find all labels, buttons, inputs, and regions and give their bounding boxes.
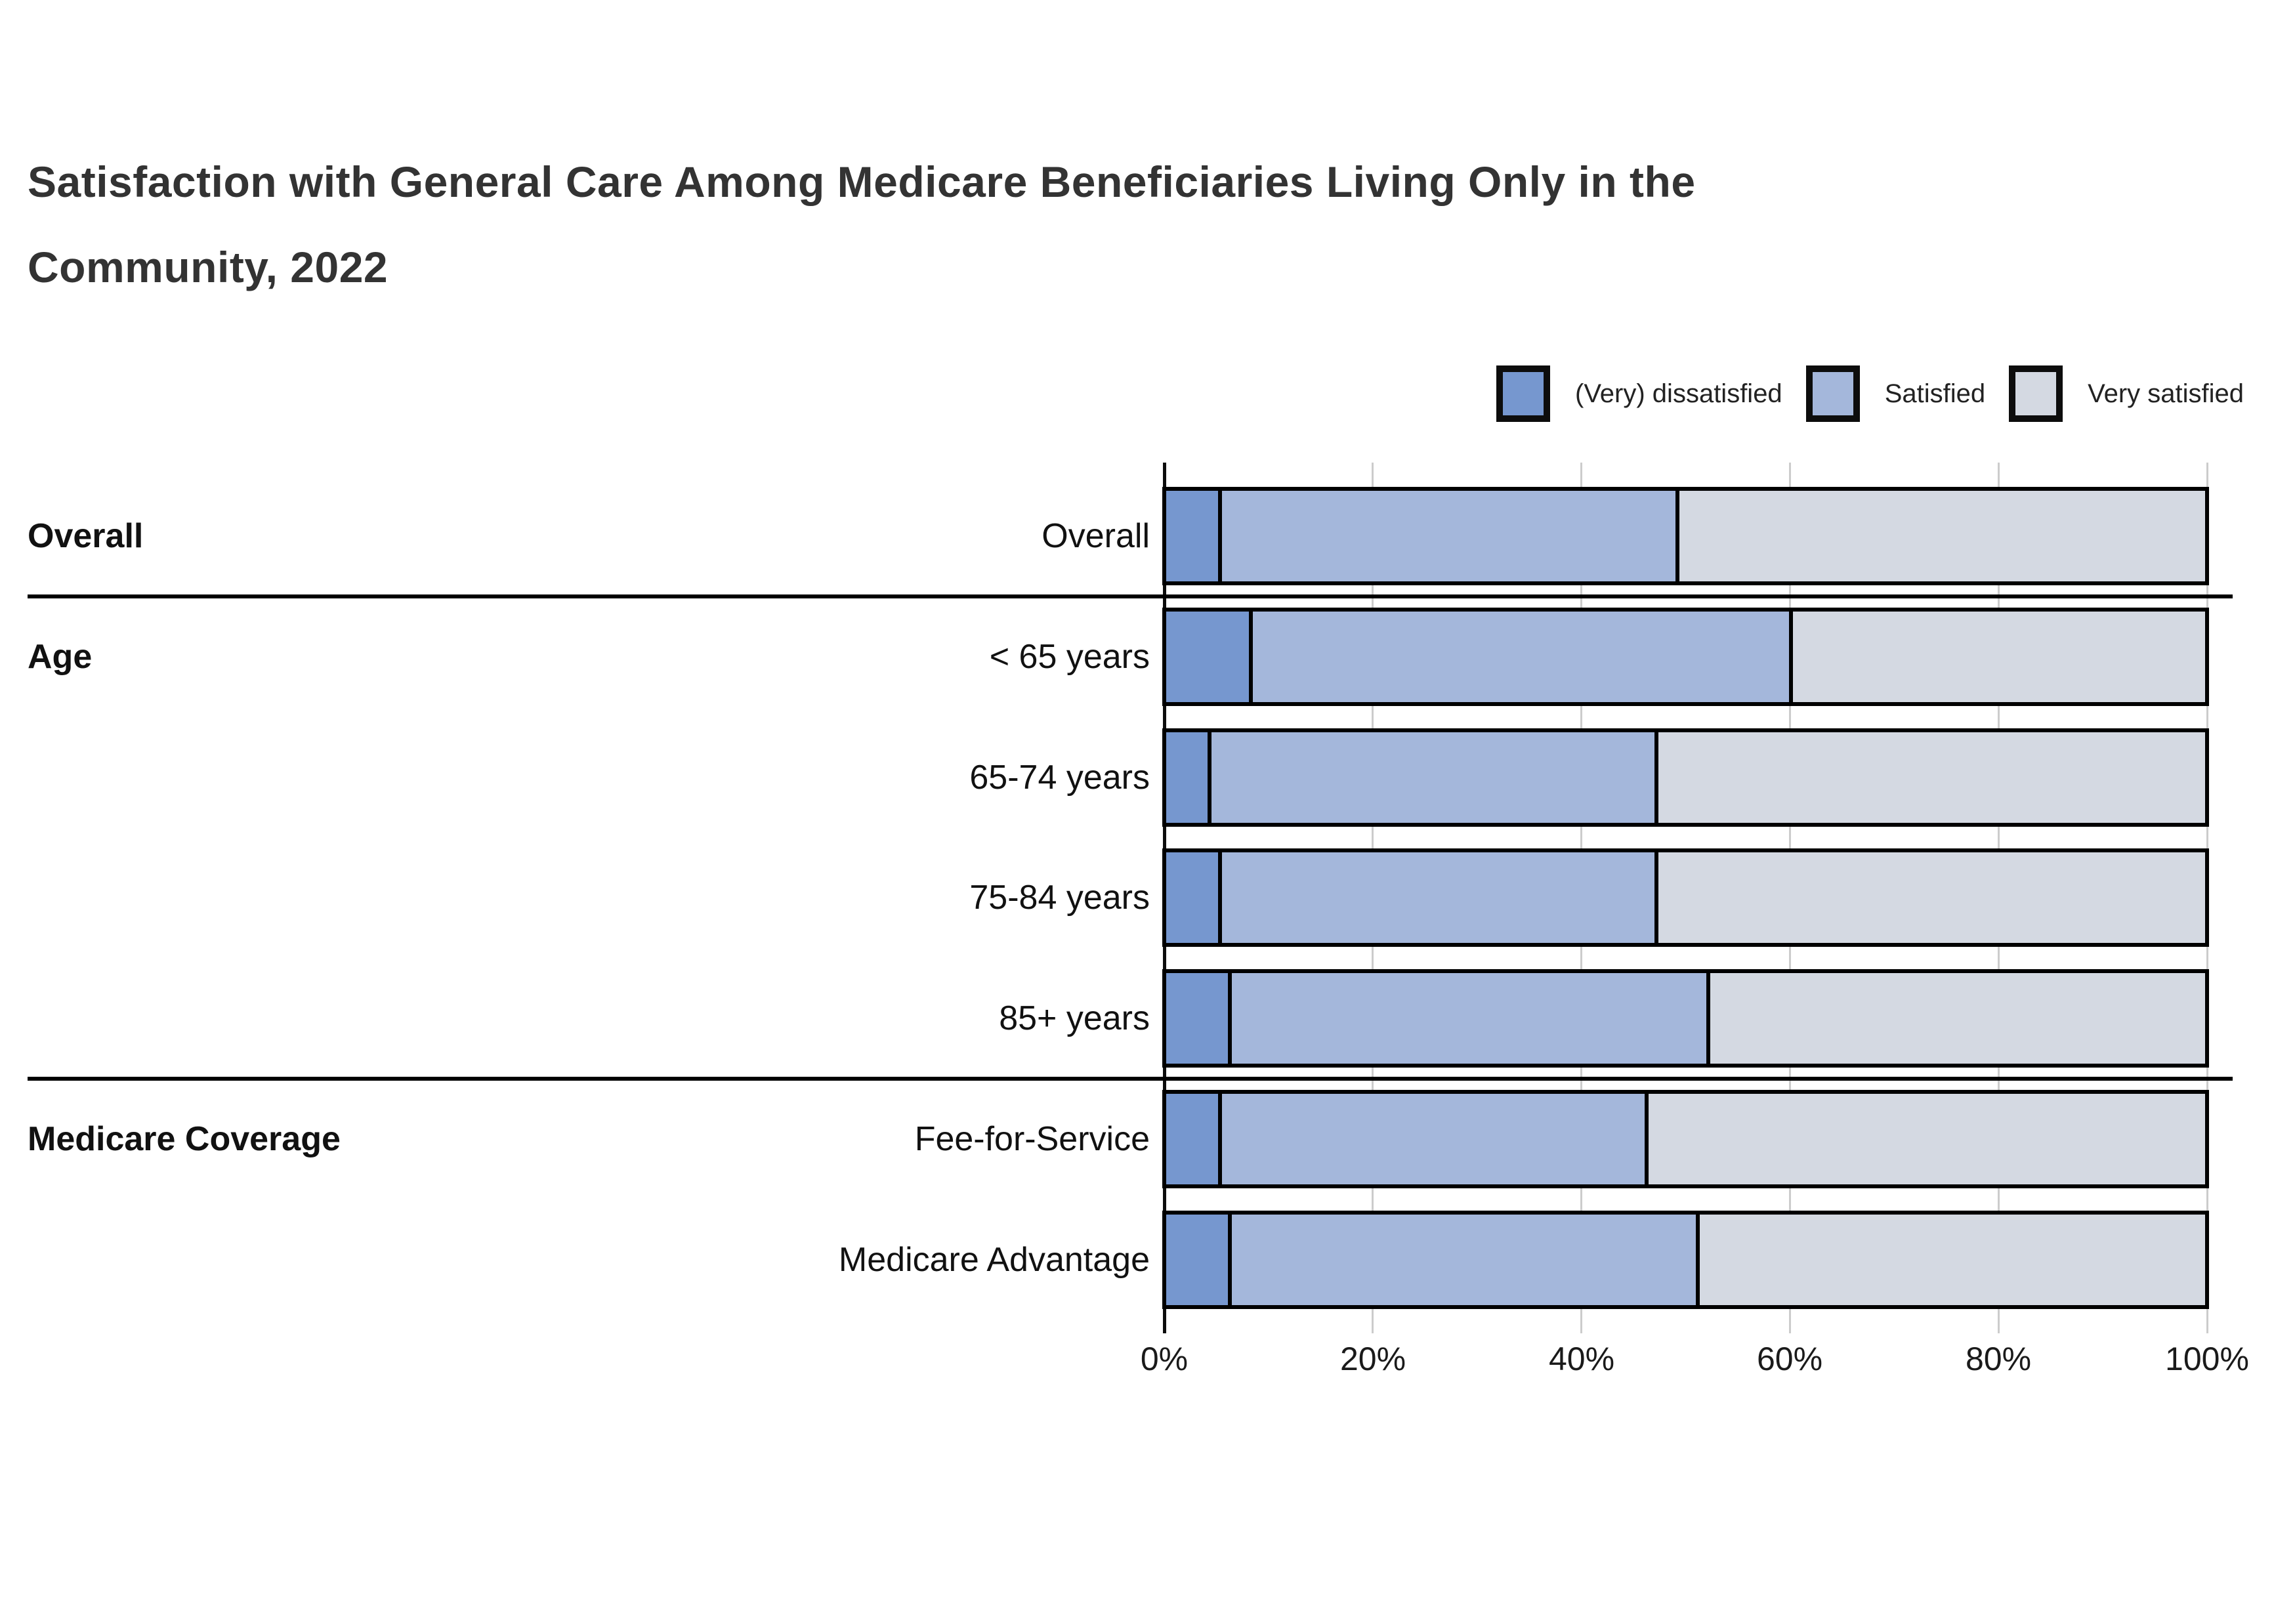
bar-65-74-years	[1162, 728, 2209, 827]
segment-very-dissatisfied	[1166, 612, 1249, 702]
segment-very-satisfied	[1696, 1215, 2206, 1305]
segment-satisfied	[1217, 491, 1675, 581]
x-axis-tick-label: 100%	[2165, 1341, 2249, 1377]
legend-label: Very satisfied	[2088, 379, 2244, 408]
legend-swatch-very-dissatisfied	[1496, 365, 1551, 422]
legend-item-very-satisfied: Very satisfied	[2009, 365, 2244, 422]
segment-very-satisfied	[1654, 852, 2205, 943]
x-axis-tick-label: 20%	[1339, 1341, 1406, 1377]
segment-very-satisfied	[1675, 491, 2205, 581]
segment-very-satisfied	[1788, 612, 2206, 702]
legend-item-very-dissatisfied: (Very) dissatisfied	[1496, 365, 1782, 422]
segment-very-satisfied	[1654, 732, 2205, 823]
segment-satisfied	[1248, 612, 1789, 702]
row-label-overall: Overall	[1042, 517, 1150, 555]
bar-medicare-advantage	[1162, 1211, 2209, 1309]
x-axis-tick-label: 0%	[1140, 1341, 1189, 1377]
legend-label: Satisfied	[1884, 379, 1986, 408]
x-axis-tick-label: 80%	[1965, 1341, 2032, 1377]
bar-75-84-years	[1162, 848, 2209, 947]
segment-satisfied	[1228, 1215, 1696, 1305]
x-axis-tick-label: 60%	[1756, 1341, 1823, 1377]
bar-fee-for-service	[1162, 1090, 2209, 1188]
group-label-medicare-coverage: Medicare Coverage	[28, 1120, 341, 1158]
row-label-85-years: 85+ years	[999, 999, 1150, 1037]
segment-very-dissatisfied	[1166, 852, 1218, 943]
segment-very-dissatisfied	[1166, 973, 1229, 1064]
segment-very-dissatisfied	[1166, 491, 1218, 581]
segment-satisfied	[1217, 852, 1655, 943]
group-separator	[28, 1077, 2233, 1081]
legend-swatch-very-satisfied	[2009, 365, 2063, 422]
group-label-age: Age	[28, 638, 93, 676]
row-label-75-84-years: 75-84 years	[969, 879, 1150, 917]
segment-very-dissatisfied	[1166, 1215, 1229, 1305]
legend-swatch-satisfied	[1805, 365, 1860, 422]
bar-65-years	[1162, 608, 2209, 706]
page-title-line2: Community, 2022	[28, 243, 389, 291]
bar-85-years	[1162, 969, 2209, 1068]
segment-very-dissatisfied	[1166, 1094, 1218, 1184]
x-axis-tick-label: 40%	[1548, 1341, 1615, 1377]
group-label-overall: Overall	[28, 517, 144, 555]
legend-item-satisfied: Satisfied	[1805, 365, 1986, 422]
page-title: Satisfaction with General Care Among Med…	[28, 139, 2233, 310]
row-label-65-74-years: 65-74 years	[969, 759, 1150, 797]
bar-overall	[1162, 487, 2209, 585]
page-title-line1: Satisfaction with General Care Among Med…	[28, 157, 1696, 206]
row-label-65-years: < 65 years	[989, 638, 1150, 676]
row-label-medicare-advantage: Medicare Advantage	[838, 1241, 1150, 1279]
segment-satisfied	[1207, 732, 1655, 823]
chart-legend: (Very) dissatisfied Satisfied Very satisfi…	[1496, 362, 2244, 425]
segment-very-satisfied	[1644, 1094, 2205, 1184]
segment-very-satisfied	[1706, 973, 2205, 1064]
legend-label: (Very) dissatisfied	[1575, 379, 1782, 408]
group-separator	[28, 594, 2233, 598]
segment-satisfied	[1228, 973, 1706, 1064]
row-label-fee-for-service: Fee-for-Service	[914, 1120, 1150, 1158]
segment-satisfied	[1217, 1094, 1645, 1184]
segment-very-dissatisfied	[1166, 732, 1208, 823]
